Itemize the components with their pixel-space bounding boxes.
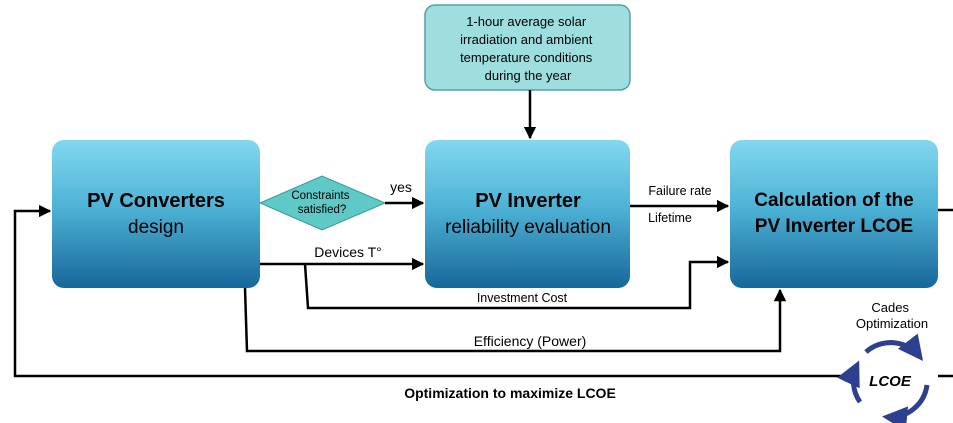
box-subtitle: PV Inverter LCOE <box>755 216 913 237</box>
box-subtitle: reliability evaluation <box>445 217 611 238</box>
box-subtitle: design <box>128 217 184 238</box>
cycle-arrow <box>882 384 930 423</box>
edge-label: Failure rate <box>648 184 711 198</box>
decision <box>258 175 387 231</box>
box <box>52 140 260 288</box>
decision-text: Constraints satisfied? <box>291 190 352 216</box>
arrow <box>13 204 845 378</box>
arrow <box>303 255 730 310</box>
optimizer-label: Cades Optimization <box>856 300 928 331</box>
input-box <box>424 4 631 91</box>
edge-label: Investment Cost <box>477 291 568 305</box>
box-title: Calculation of the <box>754 190 913 211</box>
edge-label: Devices T° <box>314 244 382 260</box>
input-text: 1-hour average solar irradiation and amb… <box>460 14 596 83</box>
optimizer-center: LCOE <box>869 373 912 390</box>
box <box>730 140 938 288</box>
edge-label: Efficiency (Power) <box>474 333 587 349</box>
box-title: PV Inverter <box>475 190 581 212</box>
edge-label: Lifetime <box>648 211 692 225</box>
box <box>425 140 630 288</box>
box-title: PV Converters <box>87 190 225 212</box>
arrow <box>243 287 787 353</box>
edge-label: yes <box>390 179 412 195</box>
cycle-arrow <box>837 360 863 404</box>
optimizer-cycle-bg <box>854 344 926 416</box>
edge-label: Optimization to maximize LCOE <box>404 385 616 401</box>
cycle-arrow <box>864 333 924 361</box>
